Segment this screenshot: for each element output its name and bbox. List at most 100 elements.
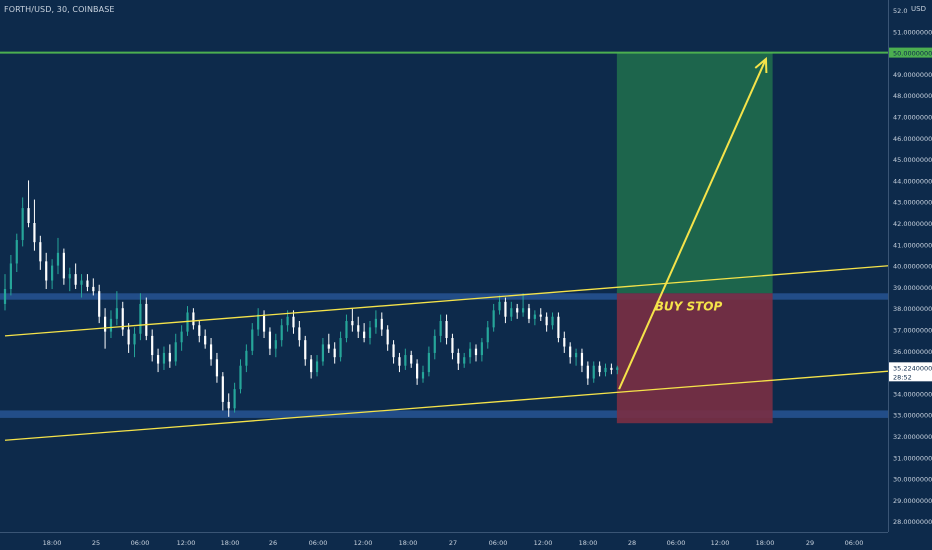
candle (410, 350, 413, 368)
lower-trendline[interactable] (4, 368, 918, 441)
price-tick-label: 30.00000000 (893, 476, 932, 484)
candle-body (351, 320, 354, 326)
candle-body (421, 372, 425, 379)
candle-body (204, 335, 207, 345)
candle-body (103, 316, 107, 332)
candle-body (598, 365, 601, 373)
candle-body (469, 348, 472, 358)
candle (121, 301, 124, 336)
candle-body (74, 274, 77, 285)
price-axis[interactable]: 52.0 51.00000000 50.00000000 49.00000000 48.… (888, 0, 932, 550)
candle-body (363, 331, 366, 339)
candle (504, 297, 507, 324)
candle-body (86, 280, 89, 287)
candle-body (68, 274, 71, 279)
candle (321, 338, 325, 366)
candle (315, 355, 319, 377)
candle-body (427, 352, 430, 373)
candle-body (574, 352, 578, 358)
candle-body (145, 303, 148, 336)
price-tick-label: 43.00000000 (893, 199, 932, 207)
candle (115, 291, 118, 326)
time-tick-label: 18:00 (221, 539, 240, 547)
position-layer (616, 52, 773, 424)
candle-body (357, 325, 360, 332)
candle-body (315, 361, 319, 373)
candle-body (339, 338, 342, 358)
price-tick-label: 31.00000000 (893, 454, 932, 462)
candle (557, 312, 560, 343)
candle (533, 310, 536, 326)
candle-body (480, 342, 483, 356)
price-tick-label: 28.00000000 (893, 518, 932, 526)
price-tick-label: 33.00000000 (893, 412, 932, 420)
candle-body (215, 359, 219, 377)
price-tick-label: 44.00000000 (893, 177, 932, 185)
price-tick-label: 34.00000000 (893, 390, 932, 398)
candle (292, 310, 295, 334)
candle-body (139, 303, 142, 334)
candle-body (21, 208, 24, 241)
time-tick-label: 06:00 (667, 539, 686, 547)
time-tick-label: 06:00 (489, 539, 508, 547)
candle (521, 293, 525, 317)
price-tick-label: 32.00000000 (893, 433, 932, 441)
candle (357, 316, 360, 339)
candle (245, 344, 248, 373)
candle-body (15, 240, 18, 264)
candle (486, 320, 489, 349)
candle (162, 346, 166, 370)
candle-body (457, 352, 460, 364)
candle (80, 274, 83, 298)
candles-layer (3, 180, 619, 417)
candle-body (156, 355, 160, 364)
candle-body (321, 344, 325, 362)
price-tick-label: 36.00000000 (893, 348, 932, 356)
upper-trendline[interactable] (4, 262, 918, 337)
candle (345, 314, 348, 343)
candle-body (551, 316, 554, 326)
price-tick-label: 47.00000000 (893, 114, 932, 122)
price-axis-background (888, 0, 932, 550)
time-axis-background (0, 532, 888, 550)
profit-target-box (616, 52, 773, 294)
candle (616, 365, 619, 375)
candle (604, 363, 607, 377)
candle (27, 180, 30, 228)
candle-body (404, 355, 407, 366)
candle (192, 308, 195, 330)
projection-arrow-shaft[interactable] (618, 58, 767, 390)
candle-body (586, 365, 589, 379)
time-tick-label: 18:00 (579, 539, 598, 547)
candle-body (62, 252, 65, 279)
candle-body (580, 352, 584, 366)
candle-body (563, 338, 566, 347)
candle-body (251, 329, 254, 351)
candle (92, 278, 95, 296)
candle (421, 365, 425, 383)
candle (86, 274, 89, 292)
candle-body (521, 308, 525, 313)
candle (333, 342, 336, 364)
time-tick-label: 12:00 (711, 539, 730, 547)
candle (469, 342, 472, 364)
time-tick-label: 06:00 (845, 539, 864, 547)
price-tick-label: 29.00000000 (893, 497, 932, 505)
candle (416, 359, 419, 385)
candle (310, 355, 313, 379)
price-tick-label: 40.00000000 (893, 263, 932, 271)
candle (180, 325, 183, 351)
candle-body (498, 301, 501, 311)
candle (545, 312, 548, 332)
candle-body (221, 376, 224, 402)
candle-body (239, 365, 242, 390)
time-tick-label: 18:00 (399, 539, 418, 547)
candle-body (539, 314, 542, 317)
time-tick-label: 12:00 (354, 539, 373, 547)
candle-body (274, 340, 277, 349)
time-tick-label: 18:00 (43, 539, 62, 547)
time-axis[interactable]: 18:00 25 06:00 12:00 18:00 26 06:00 12:00 18:00 2… (0, 532, 888, 550)
time-tick-label: 12:00 (534, 539, 553, 547)
